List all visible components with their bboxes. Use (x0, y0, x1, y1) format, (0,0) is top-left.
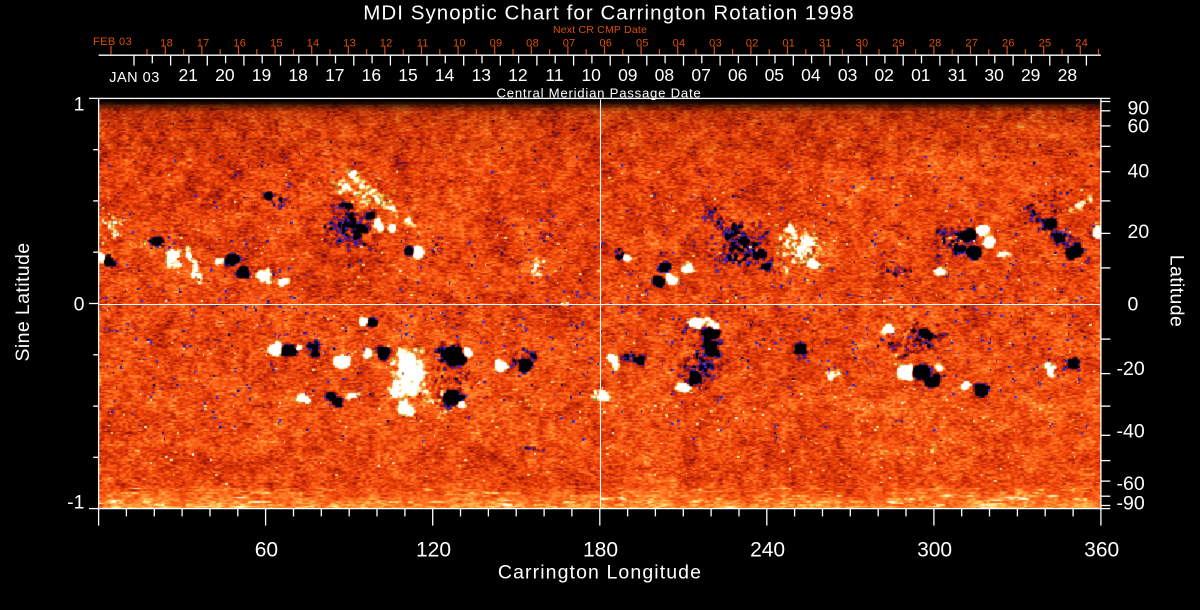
svg-text:06: 06 (728, 65, 747, 85)
svg-text:18: 18 (288, 65, 307, 85)
svg-text:90: 90 (1128, 97, 1150, 119)
svg-text:240: 240 (750, 538, 785, 561)
svg-text:-20: -20 (1117, 358, 1145, 380)
svg-text:16: 16 (233, 38, 246, 50)
svg-text:05: 05 (765, 65, 784, 85)
svg-text:120: 120 (416, 538, 451, 561)
svg-text:-40: -40 (1117, 421, 1145, 443)
svg-text:20: 20 (1128, 221, 1150, 243)
svg-text:12: 12 (380, 38, 393, 50)
svg-text:08: 08 (526, 38, 539, 50)
svg-text:-90: -90 (1117, 492, 1145, 514)
svg-text:-1: -1 (67, 492, 84, 514)
svg-text:10: 10 (453, 38, 466, 50)
svg-text:02: 02 (874, 65, 893, 85)
svg-text:31: 31 (948, 65, 967, 85)
svg-text:04: 04 (673, 38, 686, 50)
svg-text:30: 30 (984, 65, 1004, 85)
svg-text:27: 27 (965, 38, 978, 50)
svg-text:0: 0 (74, 294, 85, 316)
svg-text:08: 08 (655, 65, 674, 85)
svg-text:01: 01 (782, 38, 795, 50)
svg-text:09: 09 (490, 38, 503, 50)
svg-text:0: 0 (1128, 294, 1139, 316)
svg-text:MDI Synoptic Chart for Carring: MDI Synoptic Chart for Carrington Rotati… (363, 2, 854, 25)
svg-text:17: 17 (325, 65, 344, 85)
svg-text:-60: -60 (1117, 473, 1145, 495)
svg-text:01: 01 (911, 65, 930, 85)
svg-text:13: 13 (472, 65, 491, 85)
svg-text:28: 28 (1058, 65, 1077, 85)
svg-text:02: 02 (746, 38, 759, 50)
svg-text:24: 24 (1075, 38, 1088, 50)
svg-text:07: 07 (691, 65, 710, 85)
svg-text:04: 04 (801, 65, 821, 85)
svg-text:300: 300 (917, 538, 952, 561)
svg-text:FEB 03: FEB 03 (93, 36, 132, 48)
svg-text:21: 21 (178, 65, 197, 85)
svg-text:Central Meridian Passage Date: Central Meridian Passage Date (496, 86, 701, 101)
svg-text:1: 1 (74, 93, 85, 115)
svg-text:30: 30 (856, 38, 869, 50)
svg-text:20: 20 (215, 65, 235, 85)
svg-text:13: 13 (343, 38, 356, 50)
svg-text:15: 15 (398, 65, 417, 85)
svg-text:180: 180 (583, 538, 618, 561)
svg-text:JAN 03: JAN 03 (109, 70, 160, 86)
svg-text:11: 11 (417, 38, 429, 50)
svg-text:10: 10 (581, 65, 601, 85)
svg-text:60: 60 (1128, 116, 1150, 138)
svg-text:03: 03 (709, 38, 722, 50)
svg-text:31: 31 (819, 38, 832, 50)
svg-text:Next CR CMP Date: Next CR CMP Date (553, 24, 647, 36)
svg-text:360: 360 (1084, 538, 1119, 561)
svg-text:16: 16 (362, 65, 381, 85)
svg-text:19: 19 (252, 65, 271, 85)
svg-text:14: 14 (435, 65, 455, 85)
svg-text:12: 12 (508, 65, 527, 85)
svg-text:40: 40 (1128, 161, 1150, 183)
svg-text:07: 07 (563, 38, 576, 50)
svg-text:11: 11 (545, 65, 563, 85)
svg-text:60: 60 (255, 538, 278, 561)
svg-text:28: 28 (929, 38, 942, 50)
svg-text:09: 09 (618, 65, 637, 85)
svg-text:17: 17 (197, 38, 210, 50)
svg-text:18: 18 (160, 38, 173, 50)
svg-text:15: 15 (270, 38, 283, 50)
svg-text:06: 06 (599, 38, 612, 50)
svg-text:29: 29 (892, 38, 905, 50)
svg-text:25: 25 (1039, 38, 1052, 50)
svg-text:14: 14 (307, 38, 320, 50)
svg-text:Carrington Longitude: Carrington Longitude (498, 562, 702, 584)
svg-text:Latitude: Latitude (1166, 255, 1188, 328)
svg-text:26: 26 (1002, 38, 1015, 50)
svg-text:29: 29 (1021, 65, 1040, 85)
svg-text:05: 05 (636, 38, 649, 50)
svg-text:03: 03 (838, 65, 857, 85)
svg-text:Sine Latitude: Sine Latitude (12, 242, 34, 361)
